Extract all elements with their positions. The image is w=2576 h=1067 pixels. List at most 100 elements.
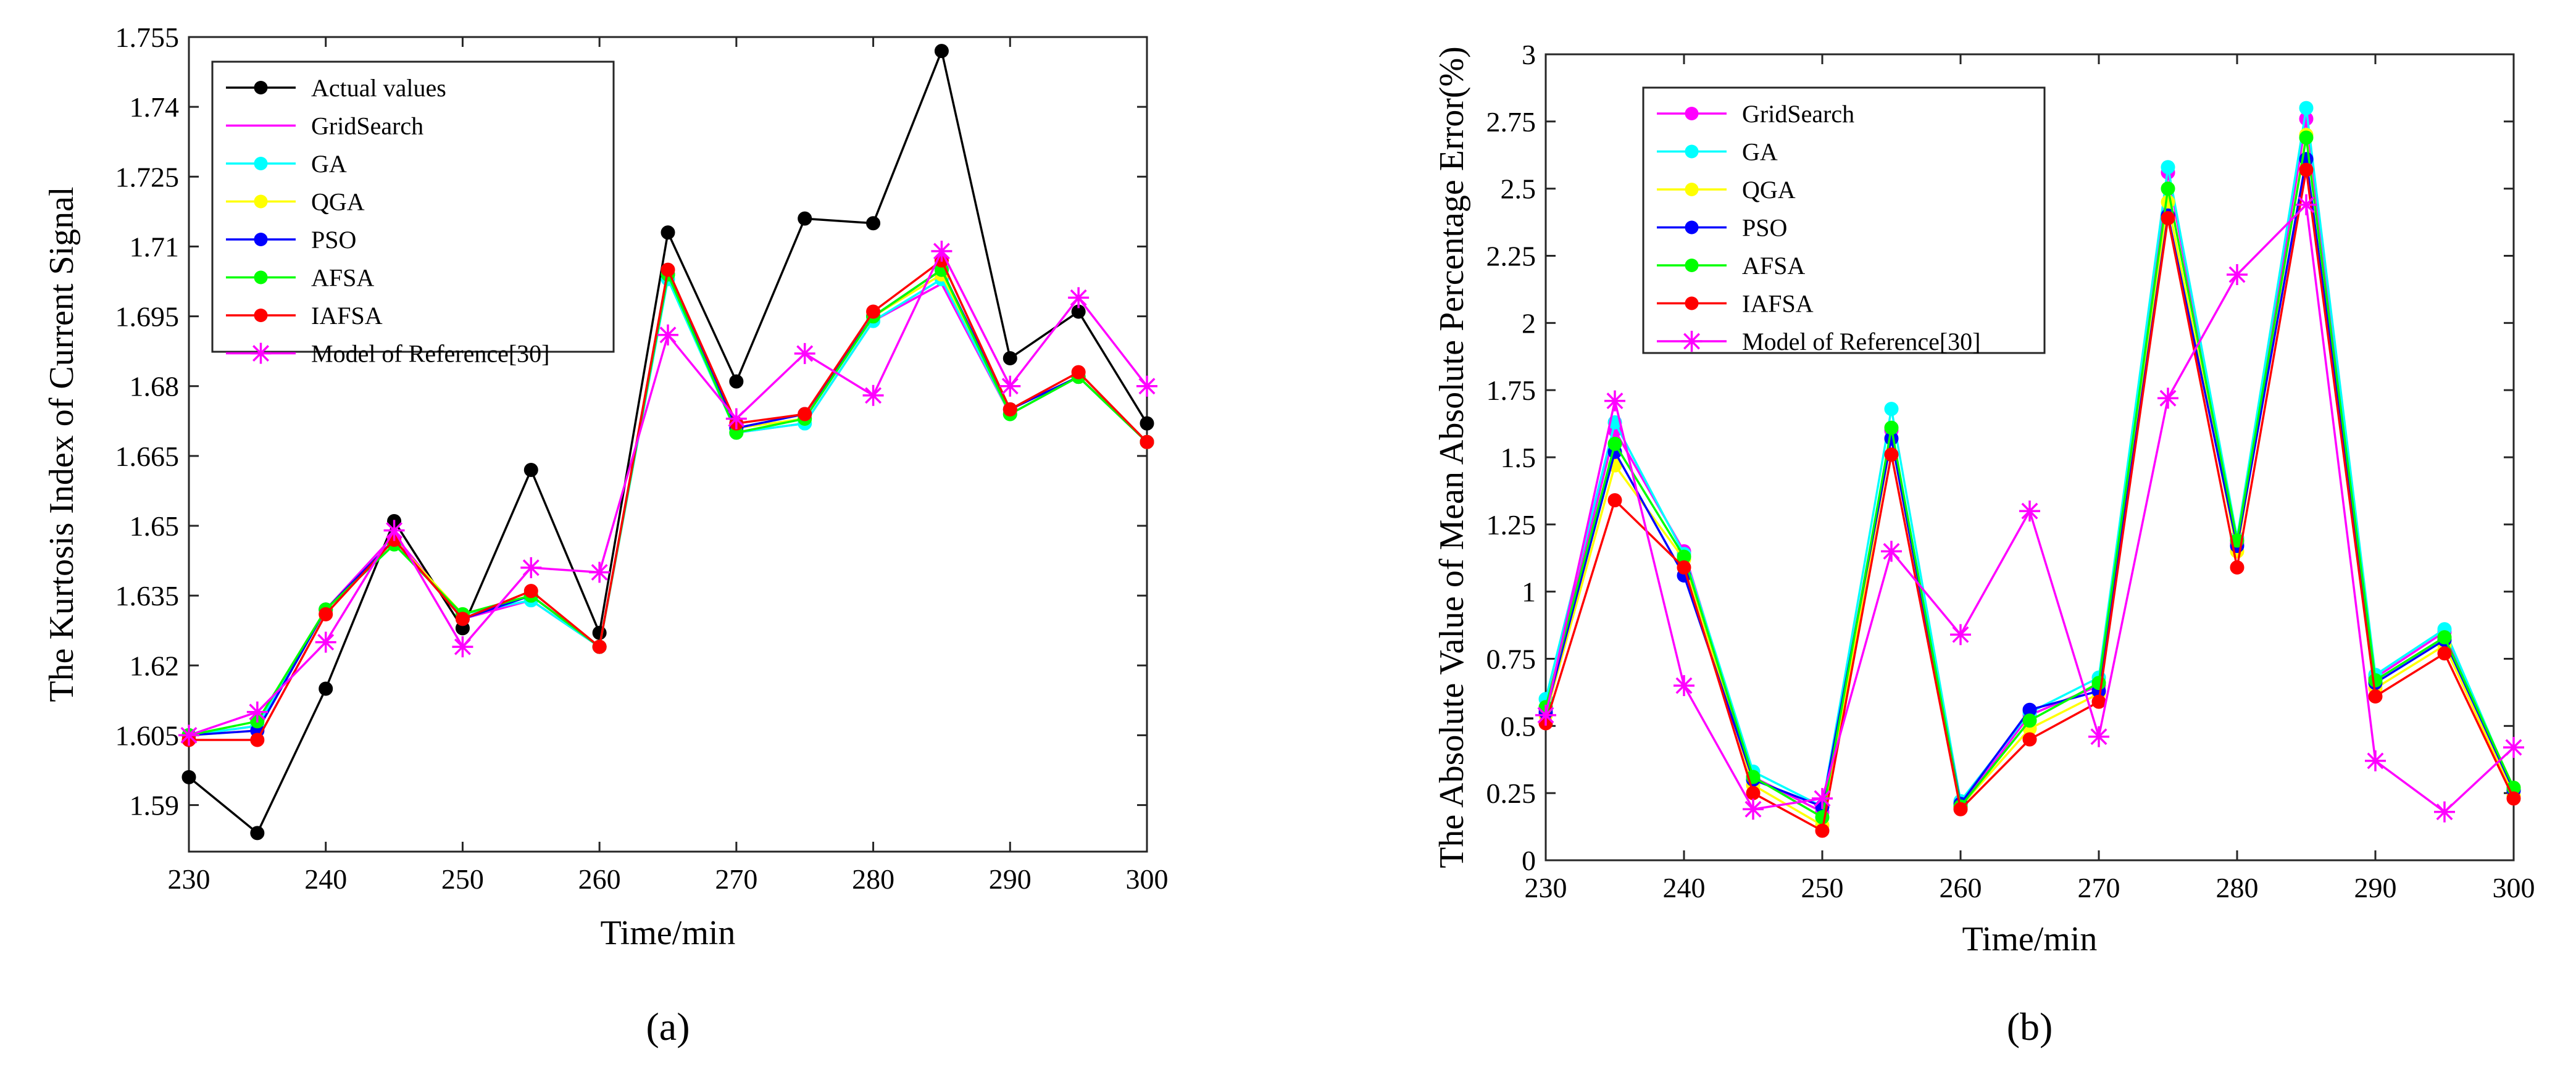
legend-box [211, 60, 615, 353]
data-point [866, 304, 881, 319]
data-point [2161, 181, 2175, 196]
data-point [2368, 689, 2383, 704]
y-tick-label: 2.75 [1486, 106, 1536, 138]
series-iafsa [1538, 162, 2521, 838]
x-tick-label: 250 [1801, 872, 1844, 903]
legend-entry: AFSA [226, 264, 374, 292]
x-tick-label: 300 [2493, 872, 2535, 903]
data-point [1884, 447, 1899, 462]
data-point [2299, 162, 2314, 177]
x-tick-label: 280 [852, 863, 894, 895]
y-tick-label: 1.75 [1486, 375, 1536, 406]
data-point [181, 770, 196, 784]
legend-entry: GridSearch [226, 112, 423, 140]
data-point [2161, 194, 2175, 209]
data-point [1604, 390, 1625, 412]
legend-entry: AFSA [1657, 252, 1805, 280]
y-tick-label: 0.25 [1486, 778, 1536, 809]
data-point [1677, 560, 1691, 575]
chart-panel-b: 0 0.25 0.5 0.75 1 1.25 1.5 1.75 2 2.25 2.5 2.75 3 23… [1433, 39, 2535, 1048]
y-tick-label: 1.25 [1486, 509, 1536, 541]
data-point [866, 216, 881, 231]
data-point [2227, 264, 2248, 285]
data-point [798, 211, 812, 226]
legend-b: GridSearch GA QGA PSO AFSA IAFSA Model of Refe… [1642, 86, 2046, 355]
x-tick-label: 290 [2354, 872, 2397, 903]
x-tick-label: 230 [168, 863, 210, 895]
x-tick-label: 240 [304, 863, 347, 895]
y-tick-label: 1.695 [115, 301, 180, 333]
data-point [2299, 101, 2314, 115]
legend-swatch-marker [254, 157, 268, 170]
legend-swatch-marker [1681, 331, 1703, 352]
data-point [2437, 646, 2452, 661]
data-point [1950, 624, 1971, 646]
y-tick-label: 2.5 [1501, 173, 1536, 205]
series-reference [178, 240, 1157, 746]
y-tick-label: 1.635 [115, 580, 180, 612]
legend-label: GridSearch [311, 112, 423, 140]
series-afsa [1538, 130, 2521, 824]
legend-swatch-marker [254, 194, 268, 209]
legend-entry: IAFSA [226, 302, 383, 330]
y-tick-label: 1.65 [130, 510, 180, 542]
data-point [2019, 500, 2040, 522]
data-point [319, 607, 333, 621]
data-point [178, 724, 199, 746]
data-point [315, 631, 336, 653]
y-tick-label: 1.71 [130, 231, 180, 262]
panel-label-b: (b) [2007, 1005, 2053, 1048]
series-actual [181, 44, 1154, 841]
legend-label: QGA [311, 188, 365, 216]
data-point [1068, 287, 1090, 309]
data-point [2161, 211, 2175, 226]
data-point [592, 639, 607, 654]
legend-a: Actual values GridSearch GA QGA PSO AFSA IAFSA… [211, 60, 615, 368]
x-tick-label: 290 [989, 863, 1032, 895]
data-point [999, 375, 1021, 397]
y-tick-label: 1.605 [115, 720, 180, 751]
data-point [1002, 402, 1017, 417]
data-point [319, 681, 333, 696]
data-point [2022, 732, 2037, 747]
legend-swatch-marker [1685, 296, 1699, 310]
y-tick-label: 1.59 [130, 790, 180, 821]
x-tick-label: 270 [2078, 872, 2120, 903]
legend-swatch-marker [1685, 107, 1699, 120]
x-tick-label: 260 [578, 863, 621, 895]
legend-entry: GridSearch [1657, 100, 1854, 128]
x-tick-label: 230 [1525, 872, 1567, 903]
legend-swatch-marker [254, 81, 268, 94]
y-tick-label: 0.5 [1501, 710, 1536, 742]
x-tick-label: 270 [715, 863, 757, 895]
data-point [523, 462, 538, 477]
data-point [2091, 694, 2106, 709]
legend-label: PSO [1742, 214, 1787, 242]
data-point [523, 584, 538, 599]
data-point [452, 636, 473, 658]
legend-entry: PSO [226, 226, 356, 254]
legend-label: Model of Reference[30] [1742, 328, 1980, 355]
legend-box [1642, 86, 2046, 354]
legend-label: Actual values [311, 74, 446, 102]
panel-label-a: (a) [646, 1005, 690, 1048]
y-tick-label: 3 [1522, 39, 1536, 70]
data-point [2091, 676, 2106, 691]
data-point [592, 625, 607, 640]
data-point [2022, 713, 2037, 728]
data-point [2230, 560, 2245, 575]
legend-swatch-marker [250, 343, 272, 364]
legend-label: Model of Reference[30] [311, 340, 549, 368]
y-tick-label: 1.68 [130, 371, 180, 402]
y-tick-label: 1.725 [115, 161, 180, 193]
y-ticks-a: 1.59 1.605 1.62 1.635 1.65 1.665 1.68 1.695 1.71… [115, 22, 1147, 821]
data-point [383, 520, 405, 541]
plot-area-b [1535, 101, 2524, 838]
data-point [1607, 436, 1622, 451]
data-point [862, 384, 884, 406]
legend-entry: IAFSA [1657, 290, 1814, 318]
data-point [794, 343, 815, 364]
data-point [2434, 801, 2455, 823]
legend-label: GA [1742, 138, 1778, 166]
x-axis-label-b: Time/min [1962, 920, 2098, 958]
